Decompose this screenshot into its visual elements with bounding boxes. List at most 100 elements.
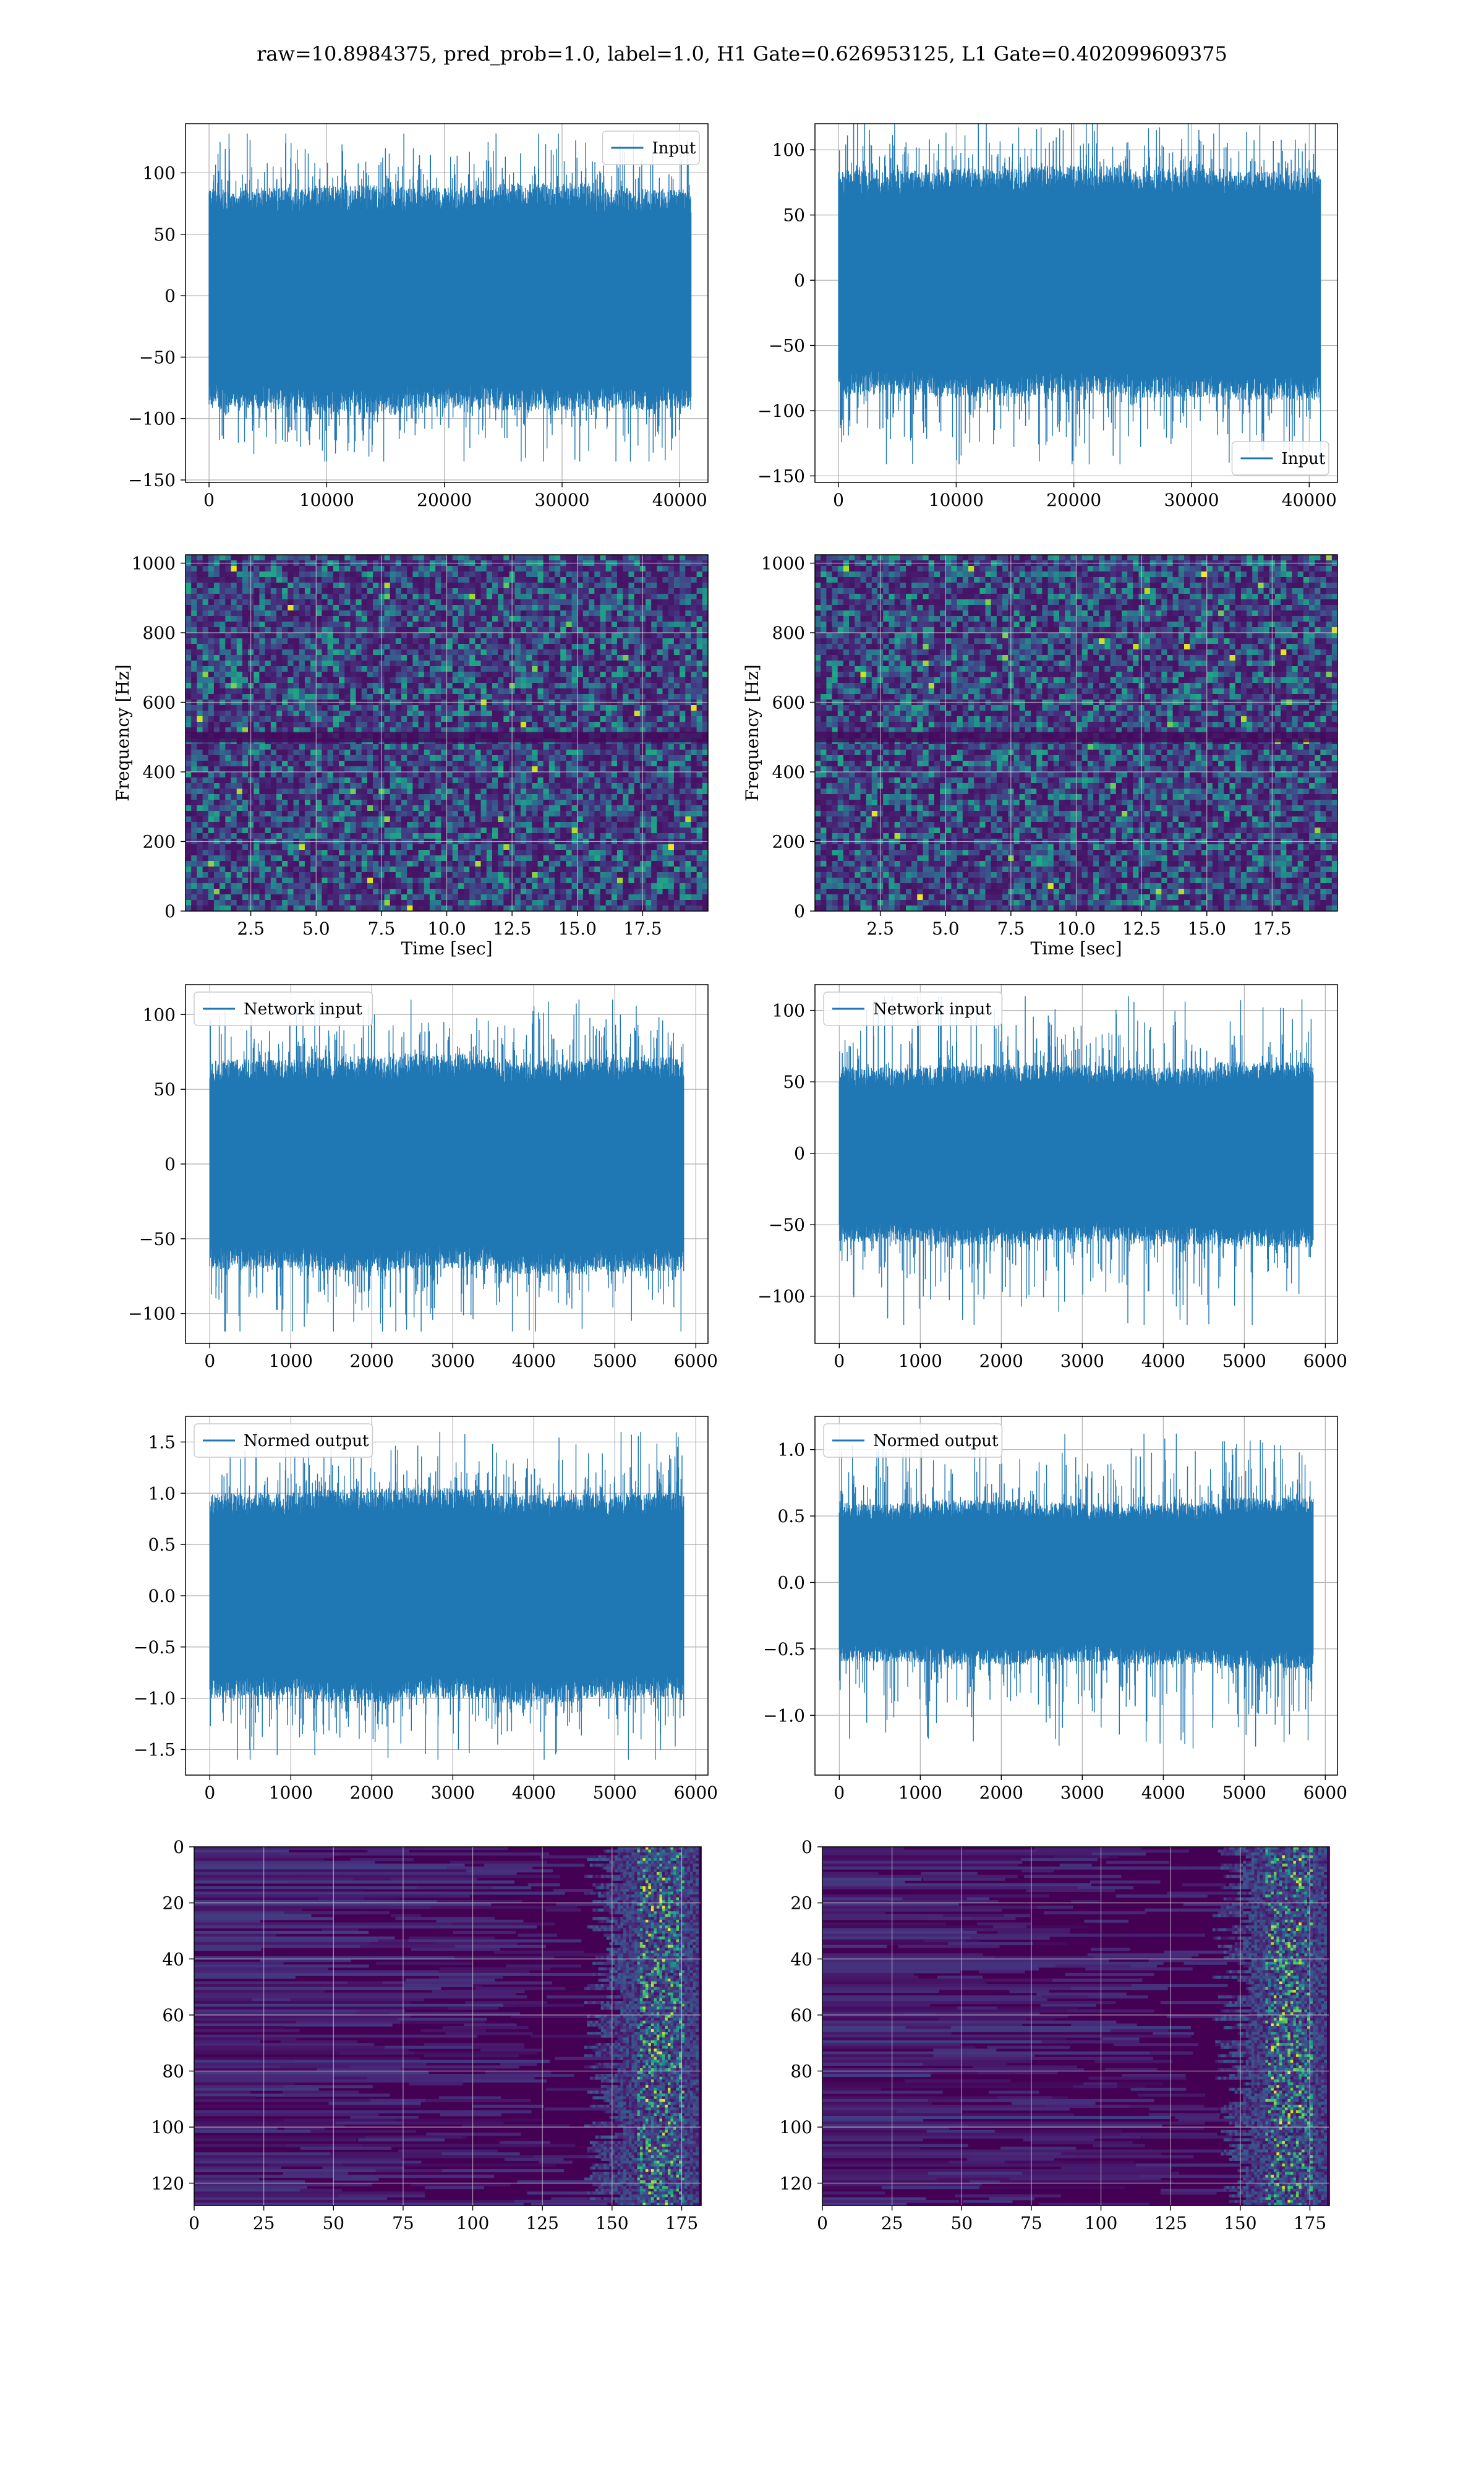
heatmap-cell [480,828,487,834]
heatmap-cell [657,677,663,683]
heatmap-cell [464,711,470,717]
heatmap-cell [310,566,317,572]
heatmap-cell [526,805,532,811]
heatmap-cell [452,622,459,628]
heatmap-cell [662,844,669,850]
heatmap-cell [270,571,277,578]
heatmap-cell [254,783,260,789]
heatmap-cell [213,583,220,589]
heatmap-cell [560,683,566,689]
heatmap-cell [197,688,203,695]
heatmap-cell [611,577,618,583]
heatmap-cell [435,705,441,711]
heatmap-cell [623,822,629,828]
heatmap-cell [293,816,300,823]
heatmap-cell [327,566,334,572]
heatmap-cell [344,744,351,750]
heatmap-cell [322,750,328,756]
heatmap-cell [407,716,413,722]
heatmap-cell [293,744,300,750]
heatmap-cell [225,833,232,839]
heatmap-cell [333,677,339,683]
heatmap-cell [691,577,697,583]
heatmap-cell [685,716,692,722]
heatmap-cell [429,661,436,667]
heatmap-cell [208,777,215,784]
heatmap-cell [543,716,550,722]
heatmap-cell [446,588,453,594]
heatmap-cell [560,761,566,767]
heatmap-cell [259,783,266,789]
heatmap-cell [480,616,487,622]
heatmap-cell [350,800,357,806]
heatmap-cell [532,777,539,784]
heatmap-cell [418,755,425,761]
heatmap-cell [412,566,419,572]
heatmap-cell [480,649,487,656]
heatmap-cell [469,800,475,806]
heatmap-cell [220,566,226,572]
heatmap-cell [646,633,652,639]
heatmap-cell [480,722,487,728]
heatmap-cell [555,844,561,850]
heatmap-cell [288,805,294,811]
heatmap-cell [310,644,317,650]
heatmap-cell [299,761,305,767]
heatmap-cell [339,777,345,784]
heatmap-cell [333,805,339,811]
heatmap-cell [514,766,521,773]
heatmap-cell [424,555,430,561]
heatmap-cell [452,727,459,734]
heatmap-cell [304,583,311,589]
heatmap-cell [480,716,487,722]
heatmap-cell [202,644,209,650]
heatmap-cell [361,627,368,633]
heatmap-cell [395,627,402,633]
heatmap-cell [304,616,311,622]
x-tick-label: 10000 [929,490,984,510]
heatmap-cell [435,789,441,795]
heatmap-cell [662,744,669,750]
heatmap-cell [186,571,192,578]
heatmap-cell [367,633,373,639]
heatmap-cell [418,816,425,823]
heatmap-cell [685,655,692,661]
heatmap-cell [651,772,657,778]
heatmap-cell [304,599,311,606]
heatmap-cell [384,777,391,784]
heatmap-cell [464,616,470,622]
heatmap-cell [605,755,612,761]
heatmap-cell [526,694,532,700]
heatmap-cell [220,711,226,717]
heatmap-cell [702,711,708,717]
heatmap-cell [673,644,680,650]
heatmap-cell [384,705,391,711]
heatmap-cell [367,711,373,717]
heatmap-cell [628,677,635,683]
heatmap-cell [486,716,493,722]
heatmap-cell [288,777,294,784]
heatmap-cell [390,638,396,644]
heatmap-cell [526,777,532,784]
heatmap-cell [299,672,305,678]
heatmap-cell [220,605,226,611]
heatmap-cell [322,833,328,839]
heatmap-cell [543,571,550,578]
heatmap-cell [589,610,595,617]
heatmap-cell [702,655,708,661]
heatmap-cell [208,577,215,583]
heatmap-cell [611,711,618,717]
heatmap-cell [384,688,391,695]
heatmap-cell [617,633,623,639]
heatmap-cell [254,599,260,606]
heatmap-cell [186,677,192,683]
heatmap-cell [254,694,260,700]
heatmap-cell [464,655,470,661]
heatmap-cell [316,750,323,756]
heatmap-cell [213,672,220,678]
heatmap-cell [537,761,544,767]
heatmap-cell [202,805,209,811]
heatmap-cell [696,599,703,606]
heatmap-cell [526,588,532,594]
heatmap-cell [197,599,203,606]
